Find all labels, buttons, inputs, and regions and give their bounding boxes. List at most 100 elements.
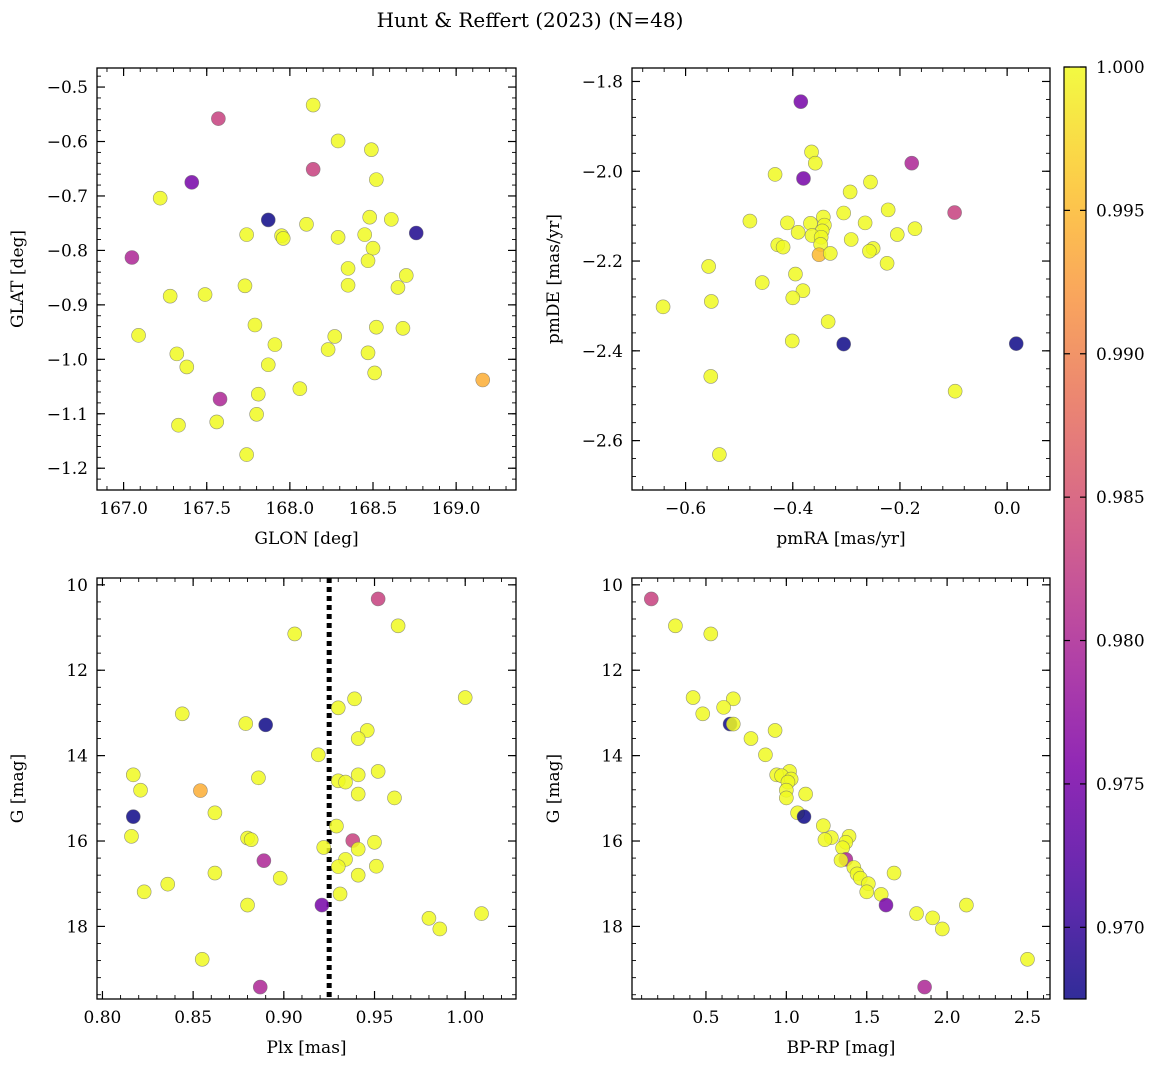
data-point	[367, 834, 382, 850]
data-point	[357, 227, 372, 242]
data-point	[780, 215, 795, 231]
data-point	[842, 184, 858, 200]
axes-frame	[96, 577, 517, 1000]
data-point	[239, 447, 254, 462]
data-point	[350, 786, 366, 802]
data-point	[364, 142, 379, 157]
panel-glon-glat: 167.0 167.5 168.0 168.5 169.0 −1.2 −1.1 −1.0 −0.…	[8, 67, 517, 549]
x-tick-label: 1.5	[853, 1008, 880, 1028]
data-point	[695, 706, 711, 722]
data-point	[817, 832, 833, 848]
x-tick-label: 167.5	[182, 499, 231, 519]
data-point	[329, 818, 344, 834]
data-point	[475, 372, 491, 388]
data-point	[370, 591, 386, 607]
data-point	[836, 205, 851, 221]
data-point	[133, 782, 148, 798]
data-point	[880, 202, 896, 218]
data-point	[272, 870, 288, 886]
data-point	[833, 852, 849, 868]
data-point	[796, 809, 812, 824]
y-axis-label: GLAT [deg]	[8, 230, 28, 328]
data-point	[457, 690, 473, 705]
data-point	[250, 386, 266, 402]
data-point	[432, 921, 448, 937]
data-point	[784, 333, 800, 349]
y-tick-label: 16	[601, 832, 623, 852]
x-tick-label: −0.2	[879, 499, 920, 519]
panel-bprp-g: 0.5 1.0 1.5 2.0 2.5 10 12 14 16 18 BP-RP [mag] G [m…	[544, 576, 1051, 1058]
data-point	[320, 342, 336, 357]
x-tick-label: 0.0	[994, 499, 1021, 519]
x-tick-label: 1.00	[446, 1008, 484, 1028]
panels: 167.0 167.5 168.0 168.5 169.0 −1.2 −1.1 −1.0 −0.…	[8, 67, 1051, 1058]
data-point	[725, 691, 741, 707]
data-point	[330, 700, 346, 716]
colorbar-gradient	[1063, 66, 1087, 1000]
data-point	[338, 774, 353, 790]
data-point	[330, 230, 346, 245]
data-point	[398, 268, 414, 283]
data-point	[305, 97, 321, 113]
x-axis-label: Plx [mas]	[266, 1038, 346, 1058]
x-tick-label: 168.0	[266, 499, 315, 519]
data-point	[889, 227, 905, 242]
data-point	[822, 246, 838, 261]
data-point	[292, 381, 308, 397]
data-point	[267, 337, 283, 352]
data-point	[136, 884, 152, 900]
data-point	[807, 155, 823, 171]
data-point	[421, 911, 437, 926]
x-tick-label: 167.0	[99, 499, 148, 519]
data-point	[238, 716, 254, 731]
data-point	[125, 809, 141, 824]
colorbar: 0.970 0.975 0.980 0.985 0.990 0.995 1.000	[1063, 58, 1145, 1000]
x-tick-label: 0.85	[174, 1008, 212, 1028]
y-tick-label: 14	[601, 747, 623, 767]
points	[124, 97, 491, 462]
data-point	[369, 858, 384, 874]
data-point	[207, 865, 223, 881]
y-tick-label: −1.2	[47, 459, 88, 479]
x-tick-label: 0.80	[84, 1008, 122, 1028]
data-point	[243, 832, 259, 848]
x-axis-label: GLON [deg]	[254, 529, 358, 549]
data-point	[785, 290, 801, 306]
data-point	[207, 805, 223, 821]
data-point	[240, 897, 255, 913]
data-point	[1020, 951, 1035, 967]
data-point	[347, 691, 362, 707]
data-point	[194, 951, 210, 967]
data-point	[816, 818, 831, 833]
colorbar-tick-label: 0.970	[1096, 918, 1145, 938]
data-point	[239, 227, 254, 242]
data-point	[299, 216, 314, 232]
axes-frame	[631, 577, 1051, 1000]
x-tick-label: 1.0	[773, 1008, 800, 1028]
data-point	[209, 414, 225, 430]
data-point	[360, 253, 376, 269]
colorbar-tick-label: 0.990	[1096, 345, 1145, 365]
data-point	[237, 278, 253, 294]
data-point	[917, 979, 932, 995]
data-point	[820, 314, 836, 329]
data-point	[251, 770, 266, 786]
data-point	[907, 221, 923, 237]
y-tick-label: −1.1	[47, 405, 88, 425]
data-point	[350, 867, 366, 883]
data-point	[767, 723, 783, 738]
data-point	[862, 243, 877, 259]
points	[643, 591, 1035, 995]
data-point	[383, 212, 399, 227]
data-point	[124, 250, 140, 265]
data-point	[703, 369, 719, 384]
data-point	[330, 133, 346, 149]
data-point	[330, 859, 346, 874]
data-point	[788, 266, 803, 282]
data-point	[716, 700, 731, 715]
figure-title: Hunt & Reffert (2023) (N=48)	[377, 8, 684, 32]
data-point	[725, 716, 741, 732]
x-tick-label: −0.6	[665, 499, 706, 519]
data-point	[327, 329, 343, 344]
